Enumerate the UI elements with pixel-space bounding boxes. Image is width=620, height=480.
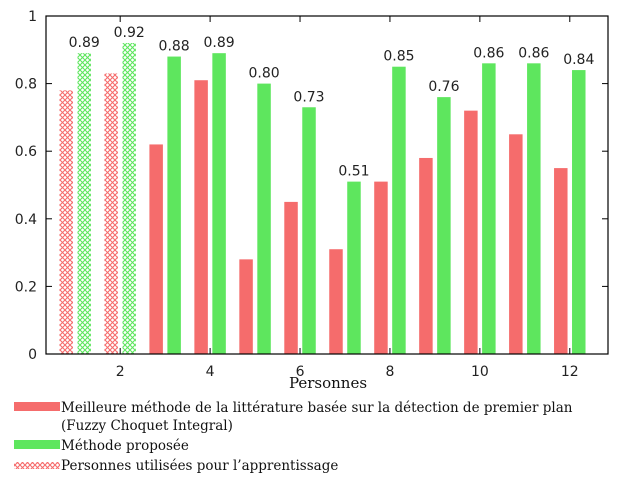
legend-entry-1: Meilleure méthode de la littérature basé… — [14, 400, 573, 434]
data-label-person-5: 0.80 — [248, 66, 279, 82]
legend: Meilleure méthode de la littérature basé… — [14, 400, 573, 474]
bar-baseline-person-5 — [239, 259, 253, 354]
data-labels-layer: 0.89 0.92 0.88 0.89 0.80 0.73 0.51 0.85 0.76 0.86… — [69, 25, 595, 180]
bar-proposed-person-11 — [527, 63, 541, 354]
bar-proposed-person-8 — [392, 66, 406, 354]
legend-label: Meilleure méthode de la littérature basé… — [61, 400, 573, 416]
bar-proposed-person-3 — [167, 56, 181, 355]
data-label-person-10: 0.86 — [473, 45, 504, 61]
y-tick-label: 0.8 — [15, 77, 37, 93]
data-label-person-4: 0.89 — [204, 35, 235, 51]
data-label-person-7: 0.51 — [338, 164, 369, 180]
bar-proposed-person-5 — [257, 83, 271, 354]
x-tick-label: 4 — [206, 364, 215, 380]
y-tick-label: 0 — [28, 347, 37, 363]
legend-label: Personnes utilisées pour l’apprentissage — [61, 458, 338, 474]
bar-baseline-person-4 — [194, 80, 208, 354]
bar-baseline-person-3 — [149, 144, 163, 354]
ticks-layer: 00.20.40.60.812 4 6 8 10 12 — [15, 9, 608, 380]
y-tick-label: 0.4 — [15, 212, 37, 228]
y-tick-label: 0.2 — [15, 279, 37, 295]
bar-baseline-person-7 — [329, 249, 343, 354]
bar-proposed-person-12 — [572, 70, 586, 354]
data-label-person-9: 0.76 — [428, 79, 459, 95]
bar-proposed-person-7 — [347, 181, 361, 354]
data-label-person-6: 0.73 — [293, 89, 324, 105]
bar-baseline-person-1 — [59, 90, 73, 355]
bar-baseline-person-2 — [104, 73, 118, 355]
legend-swatch-hatched — [14, 462, 60, 469]
data-label-person-12: 0.84 — [563, 52, 594, 68]
legend-label: Méthode proposée — [61, 438, 189, 454]
bar-proposed-person-4 — [212, 53, 226, 355]
bar-baseline-person-12 — [554, 168, 568, 354]
data-label-person-3: 0.88 — [159, 39, 190, 55]
data-label-person-2: 0.92 — [114, 25, 145, 41]
data-label-person-11: 0.86 — [518, 45, 549, 61]
bar-baseline-person-6 — [284, 201, 298, 354]
bar-proposed-person-9 — [437, 97, 451, 355]
legend-entry-3: Personnes utilisées pour l’apprentissage — [14, 458, 338, 474]
x-tick-label: 8 — [385, 364, 394, 380]
bar-baseline-person-11 — [509, 134, 523, 354]
data-label-person-8: 0.85 — [383, 49, 414, 65]
x-tick-label: 2 — [116, 364, 125, 380]
bar-proposed-person-6 — [302, 107, 316, 354]
bar-baseline-person-10 — [464, 110, 478, 354]
bar-baseline-person-8 — [374, 181, 388, 354]
y-tick-label: 0.6 — [15, 144, 37, 160]
x-tick-label: 12 — [561, 364, 579, 380]
legend-swatch — [14, 402, 60, 411]
bar-proposed-person-1 — [77, 53, 91, 355]
legend-label-line2: (Fuzzy Choquet Integral) — [61, 418, 233, 434]
bars-layer — [59, 43, 586, 355]
bar-proposed-person-2 — [122, 43, 136, 354]
x-tick-label: 6 — [296, 364, 305, 380]
plot-frame — [45, 15, 609, 355]
x-tick-label: 10 — [471, 364, 489, 380]
bar-proposed-person-10 — [482, 63, 496, 354]
legend-swatch — [14, 440, 60, 449]
data-label-person-1: 0.89 — [69, 35, 100, 51]
legend-entry-2: Méthode proposée — [14, 438, 189, 454]
x-axis-title: Personnes — [289, 374, 367, 392]
bar-baseline-person-9 — [419, 157, 433, 354]
y-tick-label: 1 — [28, 9, 37, 25]
